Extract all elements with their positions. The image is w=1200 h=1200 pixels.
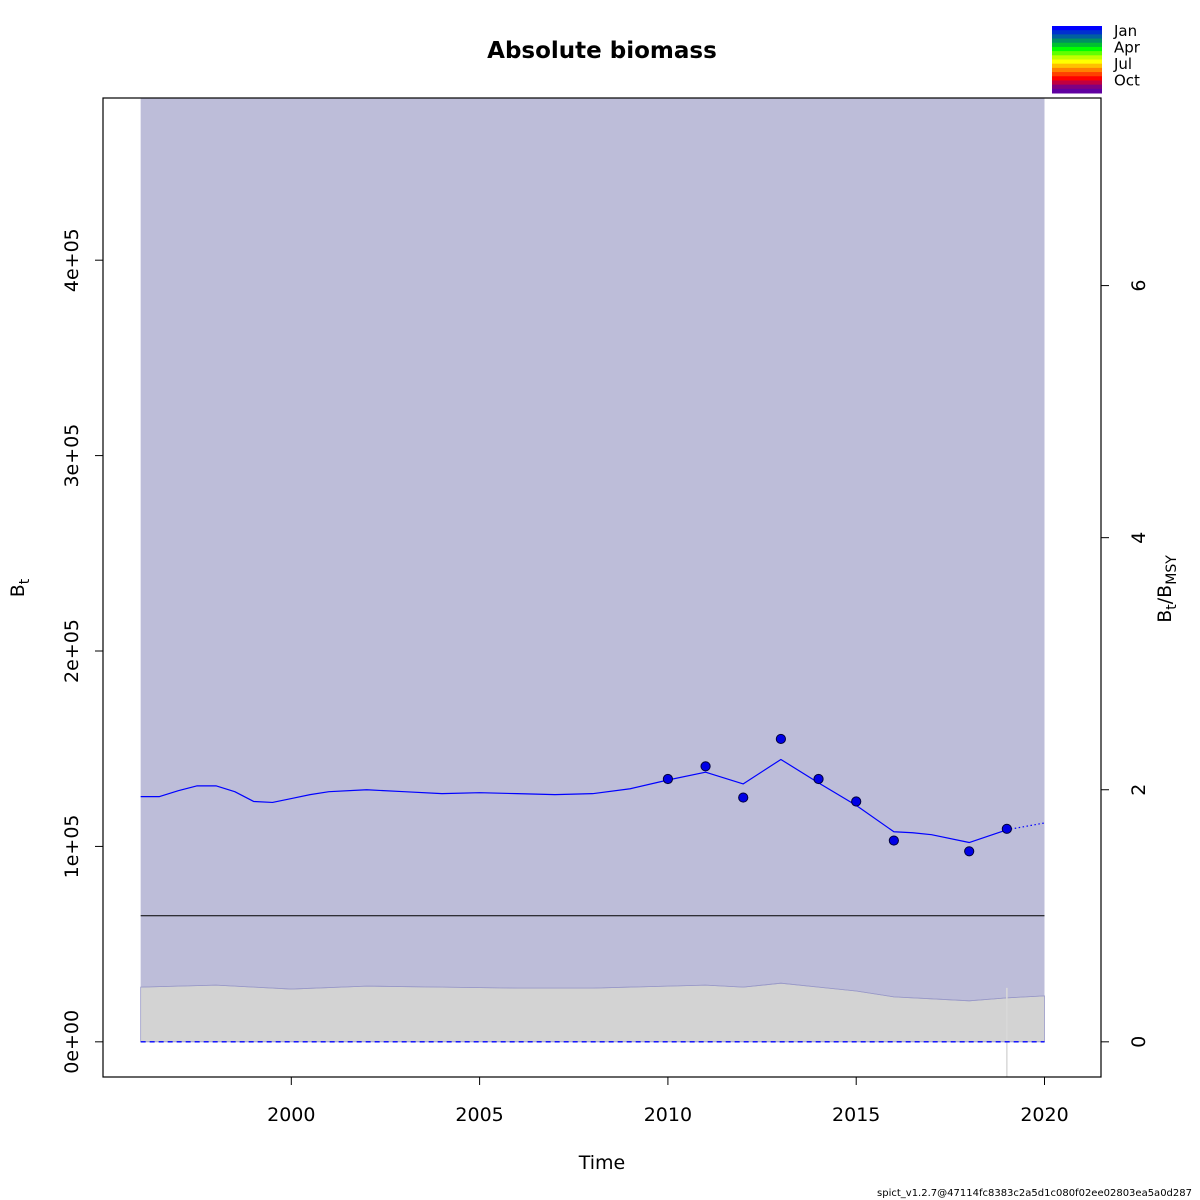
legend-swatch (1052, 46, 1102, 52)
right-tick-label: 4 (1128, 532, 1150, 544)
footer-version: spict_v1.2.7@47114fc8383c2a5d1c080f02ee0… (877, 1188, 1192, 1199)
legend-swatch (1052, 30, 1102, 35)
legend-swatch (1052, 26, 1102, 31)
plot-frame (102, 97, 1102, 1078)
legend-swatch (1052, 63, 1102, 69)
x-tick-label: 2020 (1020, 1104, 1068, 1126)
observation-point (700, 761, 711, 772)
lower-band-edge (140, 982, 1045, 1002)
y-axis-label: Bt (7, 578, 33, 597)
legend-swatch (1052, 84, 1102, 90)
observation-point (738, 792, 749, 803)
observation-point (662, 773, 674, 785)
y-tick-label: 0e+00 (61, 1010, 83, 1074)
chart-title: Absolute biomass (487, 38, 717, 64)
legend-label: Jan (1113, 22, 1137, 40)
right-tick-label: 2 (1128, 784, 1150, 796)
observation-point (964, 846, 975, 857)
legend-swatch (1052, 59, 1102, 65)
right-tick-label: 0 (1128, 1036, 1150, 1048)
legend-swatch (1052, 34, 1102, 40)
y-tick-label: 3e+05 (61, 424, 83, 488)
legend-label: Oct (1114, 72, 1140, 90)
legend-swatch (1052, 55, 1102, 60)
legend-swatch (1052, 42, 1102, 48)
legend-swatch (1052, 88, 1102, 94)
observation-point (888, 835, 899, 846)
observation-point (851, 796, 862, 807)
x-tick-label: 2005 (455, 1104, 503, 1126)
right-tick-label: 6 (1128, 280, 1150, 292)
legend-label: Apr (1114, 39, 1141, 57)
x-axis-label: Time (578, 1152, 626, 1174)
legend-swatch (1052, 80, 1102, 86)
x-tick-label: 2000 (267, 1104, 315, 1126)
y-tick-label: 1e+05 (61, 814, 83, 878)
y-tick-label: 4e+05 (61, 228, 83, 292)
x-tick-label: 2010 (644, 1104, 692, 1126)
legend-label: Jul (1113, 55, 1132, 73)
confidence-band (140, 98, 1045, 1042)
observation-point (813, 773, 824, 785)
observation-point (775, 733, 786, 745)
legend-swatch (1052, 72, 1102, 77)
x-tick-label: 2015 (832, 1104, 880, 1126)
legend-swatch (1052, 51, 1102, 56)
legend-swatch (1052, 67, 1102, 73)
biomass-estimate-line (140, 758, 1008, 844)
observation-point (1001, 823, 1012, 834)
legend-swatch (1052, 38, 1102, 44)
legend-swatch (1052, 76, 1102, 81)
y-tick-label: 2e+05 (61, 619, 83, 683)
right-axis-label: Bt/BMSY (1154, 555, 1180, 623)
